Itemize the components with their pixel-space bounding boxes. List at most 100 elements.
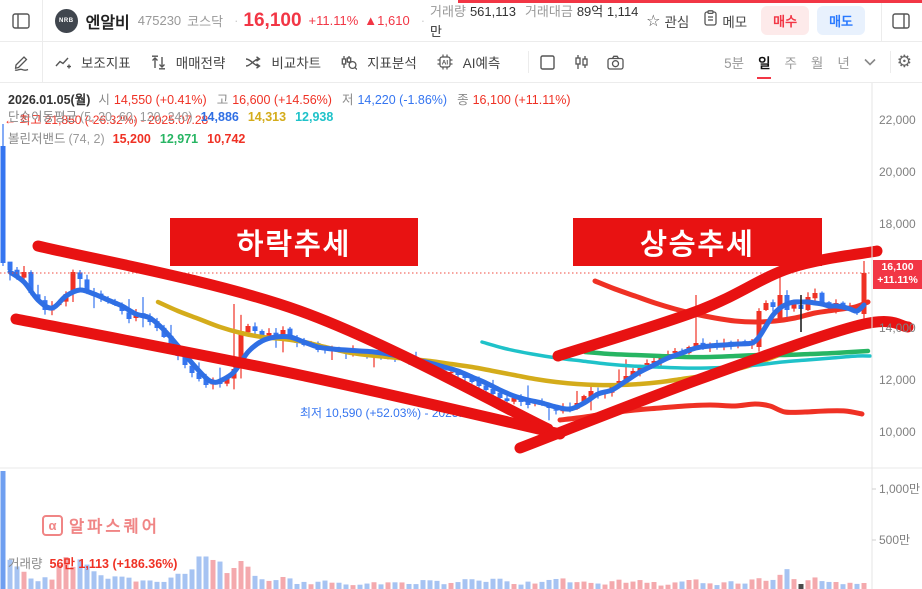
bollinger-mid-line <box>582 348 871 360</box>
legend-segment: 16,600 (+14.56%) <box>232 93 332 107</box>
toolbar-item-strategy-arrows[interactable]: 매매전략 <box>151 52 226 72</box>
legend-segment: 단순이동평균 <box>8 110 78 124</box>
hand-drawn-trend-line-1 <box>10 313 566 440</box>
svg-text:AI: AI <box>442 60 449 67</box>
divider <box>42 0 43 41</box>
indicator-line-icon <box>55 55 76 69</box>
uptrend-annotation-box: 상승추세 <box>573 218 822 266</box>
toolbar-item-label: 보조지표 <box>81 56 131 71</box>
sma-legend: 단순이동평균 (5, 20, 60, 120, 240) 14,886 14,313 1… <box>8 106 342 125</box>
ma60-line <box>480 340 872 370</box>
change-amount: ▲1,610 <box>364 13 410 28</box>
divider <box>889 51 891 73</box>
high-marker-label: ← 최고 21,850 (-26.32%) - 2025.07.28 <box>4 113 209 127</box>
stock-name: 엔알비 <box>85 14 130 32</box>
legend-segment: 14,886 <box>200 110 239 124</box>
legend-segment: 볼린저밴드 <box>8 132 66 146</box>
top-accent-line <box>458 0 922 3</box>
timeframe-월[interactable]: 월 <box>810 56 824 71</box>
stock-code: 475230 <box>137 13 182 28</box>
stock-stats: 거래량 561,113 거래대금 89억 1,114만 <box>430 1 646 41</box>
legend-segment: 14,550 (+0.41%) <box>113 93 207 107</box>
candle-chart-style-icon[interactable] <box>569 50 593 74</box>
price-axis-tick: 22,000 <box>879 113 916 127</box>
memo-label: 메모 <box>722 14 748 30</box>
timeframes: 5분 일 주 월 년 <box>724 52 864 79</box>
sell-button[interactable]: 매도 <box>817 6 865 35</box>
hand-drawn-trend-line-3 <box>552 245 883 362</box>
analysis-search-icon <box>341 55 362 70</box>
ai-chip-icon: AI <box>437 54 458 70</box>
toolbar-items: 보조지표 매매전략 비교차트 지표분석 AI AI예측 <box>55 52 520 72</box>
legend-segment: 저 <box>341 93 354 107</box>
chevron-down-icon[interactable] <box>864 53 876 71</box>
stock-market: 코스닥 <box>187 14 224 29</box>
downtrend-annotation-box: 하락추세 <box>170 218 418 266</box>
dot-separator: · <box>420 13 426 28</box>
stat-value: 89억 1,114만 <box>430 3 639 39</box>
legend-segment: 종 <box>457 93 469 107</box>
legend-segment: 고 <box>216 93 229 107</box>
header-actions: ☆ 관심 메모 매수 매도 <box>646 0 922 41</box>
legend-segment: 2026.01.05(월) <box>8 93 91 107</box>
current-price-badge: 16,100 +11.11% <box>873 260 922 289</box>
toolbar-item-label: 비교차트 <box>271 56 322 71</box>
dot-separator: · <box>234 13 239 28</box>
right-panel-toggle-icon[interactable] <box>888 8 914 34</box>
timeframe-주[interactable]: 주 <box>784 56 797 71</box>
stat-label: 거래량 <box>430 3 466 19</box>
legend-segment: 12,938 <box>295 110 334 124</box>
divider <box>881 0 882 41</box>
header: NRB 엔알비 475230 코스닥 · 16,100 +11.11% ▲1,6… <box>0 0 922 42</box>
chart-area[interactable]: ← 최고 21,850 (-26.32%) - 2025.07.28 최저 10,… <box>0 82 922 589</box>
ohlc-legend: 2026.01.05(월) 시 14,550 (+0.41%) 고 16,600 (+1… <box>8 89 580 108</box>
compare-shuffle-icon <box>245 55 266 69</box>
toolbar-item-indicator-line[interactable]: 보조지표 <box>55 52 131 72</box>
alphasquare-logo-text: 알파스퀘어 <box>69 518 160 536</box>
price-axis-tick: 20,000 <box>879 165 916 179</box>
screenshot-camera-icon[interactable] <box>603 50 627 74</box>
draw-pencil-icon[interactable] <box>8 49 34 75</box>
memo-button[interactable]: 메모 <box>703 10 747 31</box>
legend-segment: 56만 1,113 (+186.36%) <box>49 557 178 571</box>
watch-button[interactable]: ☆ 관심 <box>646 11 689 31</box>
timeframe-5분[interactable]: 5분 <box>724 56 745 71</box>
price-axis-tick: 14,000 <box>879 321 916 335</box>
alphasquare-logo-icon: α <box>42 514 63 536</box>
area-chart-style-icon[interactable] <box>535 50 559 74</box>
ma5-line <box>7 269 867 412</box>
hand-drawn-trend-line-2 <box>514 316 914 454</box>
toolbar-item-ai-chip[interactable]: AI AI예측 <box>437 52 501 72</box>
buy-button[interactable]: 매수 <box>761 6 810 35</box>
badge-price: 16,100 <box>881 261 914 273</box>
timeframe-년[interactable]: 년 <box>837 56 850 71</box>
volume-axis-tick: 1,000만 <box>879 482 920 496</box>
last-price: 16,100 <box>243 9 302 31</box>
timeframe-일[interactable]: 일 <box>757 52 772 79</box>
toolbar-item-label: 지표분석 <box>367 56 417 71</box>
toolbar-item-compare-shuffle[interactable]: 비교차트 <box>245 52 321 72</box>
settings-gear-icon[interactable]: ⚙ <box>896 52 912 71</box>
toolbar-item-label: AI예측 <box>462 56 501 71</box>
volume-axis-tick: 500만 <box>879 533 910 547</box>
divider <box>42 41 43 83</box>
price-axis-tick: 18,000 <box>879 217 916 231</box>
stat-label: 거래대금 <box>524 3 573 19</box>
change-percent: +11.11% <box>308 13 359 28</box>
price-axis-tick: 10,000 <box>879 425 916 439</box>
timeframe-group: 5분 일 주 월 년 ⚙ <box>724 51 922 79</box>
stock-logo-text: NRB <box>59 17 74 24</box>
volume-legend: 거래량 56만 1,113 (+186.36%) <box>8 553 177 572</box>
price-axis-tick: 12,000 <box>879 373 916 387</box>
star-icon: ☆ <box>646 12 661 30</box>
alphasquare-watermark: α 알파스퀘어 <box>42 513 160 537</box>
legend-segment: 10,742 <box>207 132 246 146</box>
legend-segment: (74, 2) <box>68 132 105 146</box>
toolbar-item-analysis-search[interactable]: 지표분석 <box>341 52 417 72</box>
toolbar-item-label: 매매전략 <box>175 56 226 71</box>
volume-bars <box>0 471 867 589</box>
left-panel-toggle-icon[interactable] <box>8 8 34 34</box>
legend-segment: 14,313 <box>247 110 287 124</box>
legend-segment: 시 <box>98 93 110 107</box>
